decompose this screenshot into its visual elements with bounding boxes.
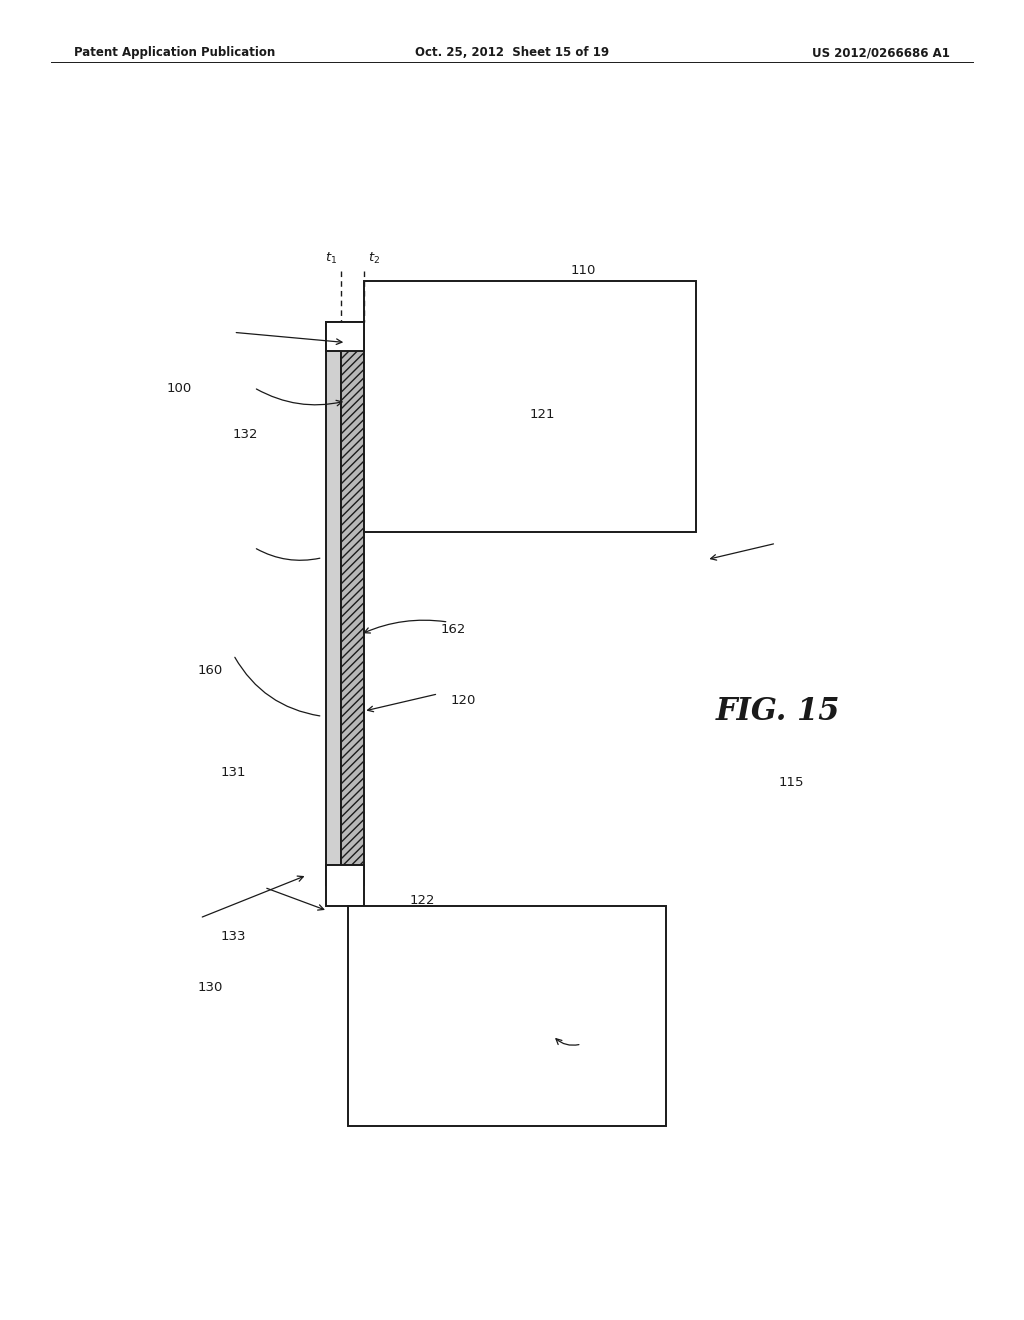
Text: 122: 122 xyxy=(410,894,435,907)
Text: 120: 120 xyxy=(451,694,476,708)
Text: 160: 160 xyxy=(198,664,223,677)
Bar xyxy=(364,281,696,532)
Bar xyxy=(326,322,364,351)
Text: $t_2$: $t_2$ xyxy=(368,251,380,265)
Text: US 2012/0266686 A1: US 2012/0266686 A1 xyxy=(812,46,950,59)
Text: 162: 162 xyxy=(440,623,466,636)
Bar xyxy=(341,322,364,886)
Bar xyxy=(326,865,364,906)
Text: Patent Application Publication: Patent Application Publication xyxy=(74,46,275,59)
Text: $t_1$: $t_1$ xyxy=(325,251,337,265)
Bar xyxy=(341,322,364,886)
Text: 130: 130 xyxy=(198,981,223,994)
Text: 100: 100 xyxy=(167,383,191,395)
Bar xyxy=(326,322,341,886)
Text: 133: 133 xyxy=(220,931,246,942)
Text: 131: 131 xyxy=(220,766,246,779)
Text: 132: 132 xyxy=(232,428,258,441)
Bar xyxy=(348,906,666,1126)
Text: Oct. 25, 2012  Sheet 15 of 19: Oct. 25, 2012 Sheet 15 of 19 xyxy=(415,46,609,59)
Text: 110: 110 xyxy=(571,264,596,277)
Text: 115: 115 xyxy=(778,776,804,789)
Text: 121: 121 xyxy=(530,408,555,421)
Text: FIG. 15: FIG. 15 xyxy=(716,696,841,727)
